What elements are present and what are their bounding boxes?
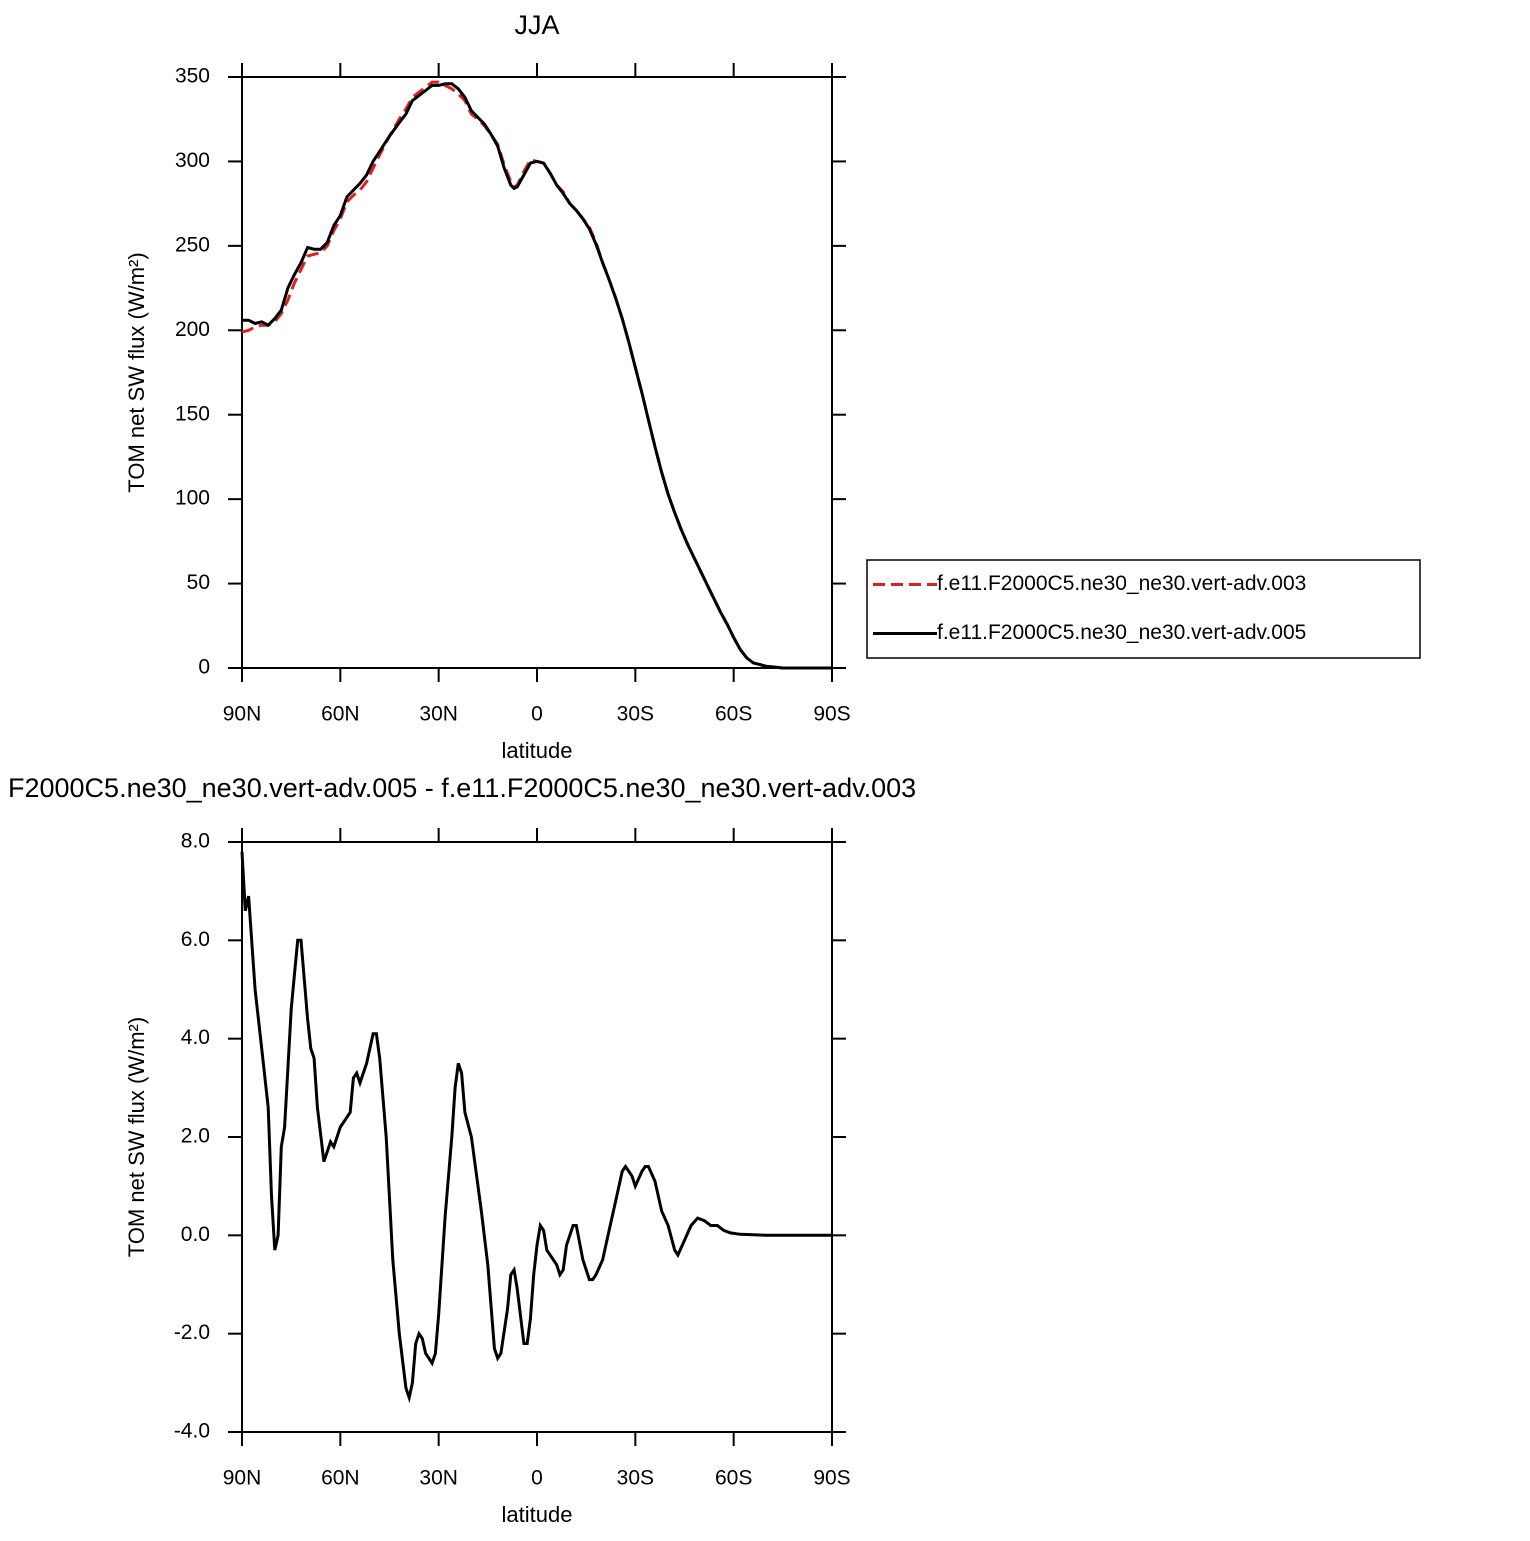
chart-title: JJA — [514, 10, 559, 40]
y-tick-label: 100 — [175, 487, 210, 510]
x-tick-label: 30S — [617, 1467, 654, 1490]
y-tick-label: 200 — [175, 318, 210, 341]
legend-label: f.e11.F2000C5.ne30_ne30.vert-adv.003 — [937, 572, 1306, 595]
chart-title: F2000C5.ne30_ne30.vert-adv.005 - f.e11.F… — [8, 773, 916, 803]
series-line — [240, 851, 832, 1404]
plot-frame — [241, 76, 833, 669]
y-tick-label: 6.0 — [181, 928, 210, 951]
x-tick-label: 60N — [321, 703, 360, 726]
x-tick-label: 60S — [715, 1467, 752, 1490]
y-tick-label: -2.0 — [174, 1321, 210, 1344]
y-axis-label: TOM net SW flux (W/m²) — [124, 1017, 149, 1257]
x-tick-label: 60N — [321, 1467, 360, 1490]
x-axis-label: latitude — [502, 738, 573, 763]
x-tick-label: 90N — [223, 1467, 262, 1490]
x-tick-label: 90S — [813, 703, 850, 726]
plot-frame — [241, 841, 833, 1433]
y-tick-label: 0.0 — [181, 1223, 210, 1246]
x-tick-label: 60S — [715, 703, 752, 726]
series-line — [241, 80, 832, 670]
y-tick-label: -4.0 — [174, 1420, 210, 1443]
y-tick-label: 0 — [198, 656, 210, 679]
y-tick-label: 300 — [175, 149, 210, 172]
y-tick-label: 50 — [187, 571, 210, 594]
y-axis-label: TOM net SW flux (W/m²) — [124, 252, 149, 492]
y-tick-label: 4.0 — [181, 1026, 210, 1049]
y-tick-label: 8.0 — [181, 830, 210, 853]
x-tick-label: 0 — [531, 703, 543, 726]
x-tick-label: 30S — [617, 703, 654, 726]
y-tick-label: 150 — [175, 402, 210, 425]
y-tick-label: 350 — [175, 65, 210, 88]
x-axis-label: latitude — [502, 1502, 573, 1527]
x-tick-label: 30N — [419, 703, 458, 726]
y-tick-label: 250 — [175, 233, 210, 256]
x-tick-label: 30N — [419, 1467, 458, 1490]
x-tick-label: 90N — [223, 703, 262, 726]
legend-label: f.e11.F2000C5.ne30_ne30.vert-adv.005 — [937, 621, 1306, 644]
y-tick-label: 2.0 — [181, 1125, 210, 1148]
series-line — [242, 82, 832, 670]
legend-box — [866, 559, 1421, 659]
x-tick-label: 0 — [531, 1467, 543, 1490]
x-tick-label: 90S — [813, 1467, 850, 1490]
